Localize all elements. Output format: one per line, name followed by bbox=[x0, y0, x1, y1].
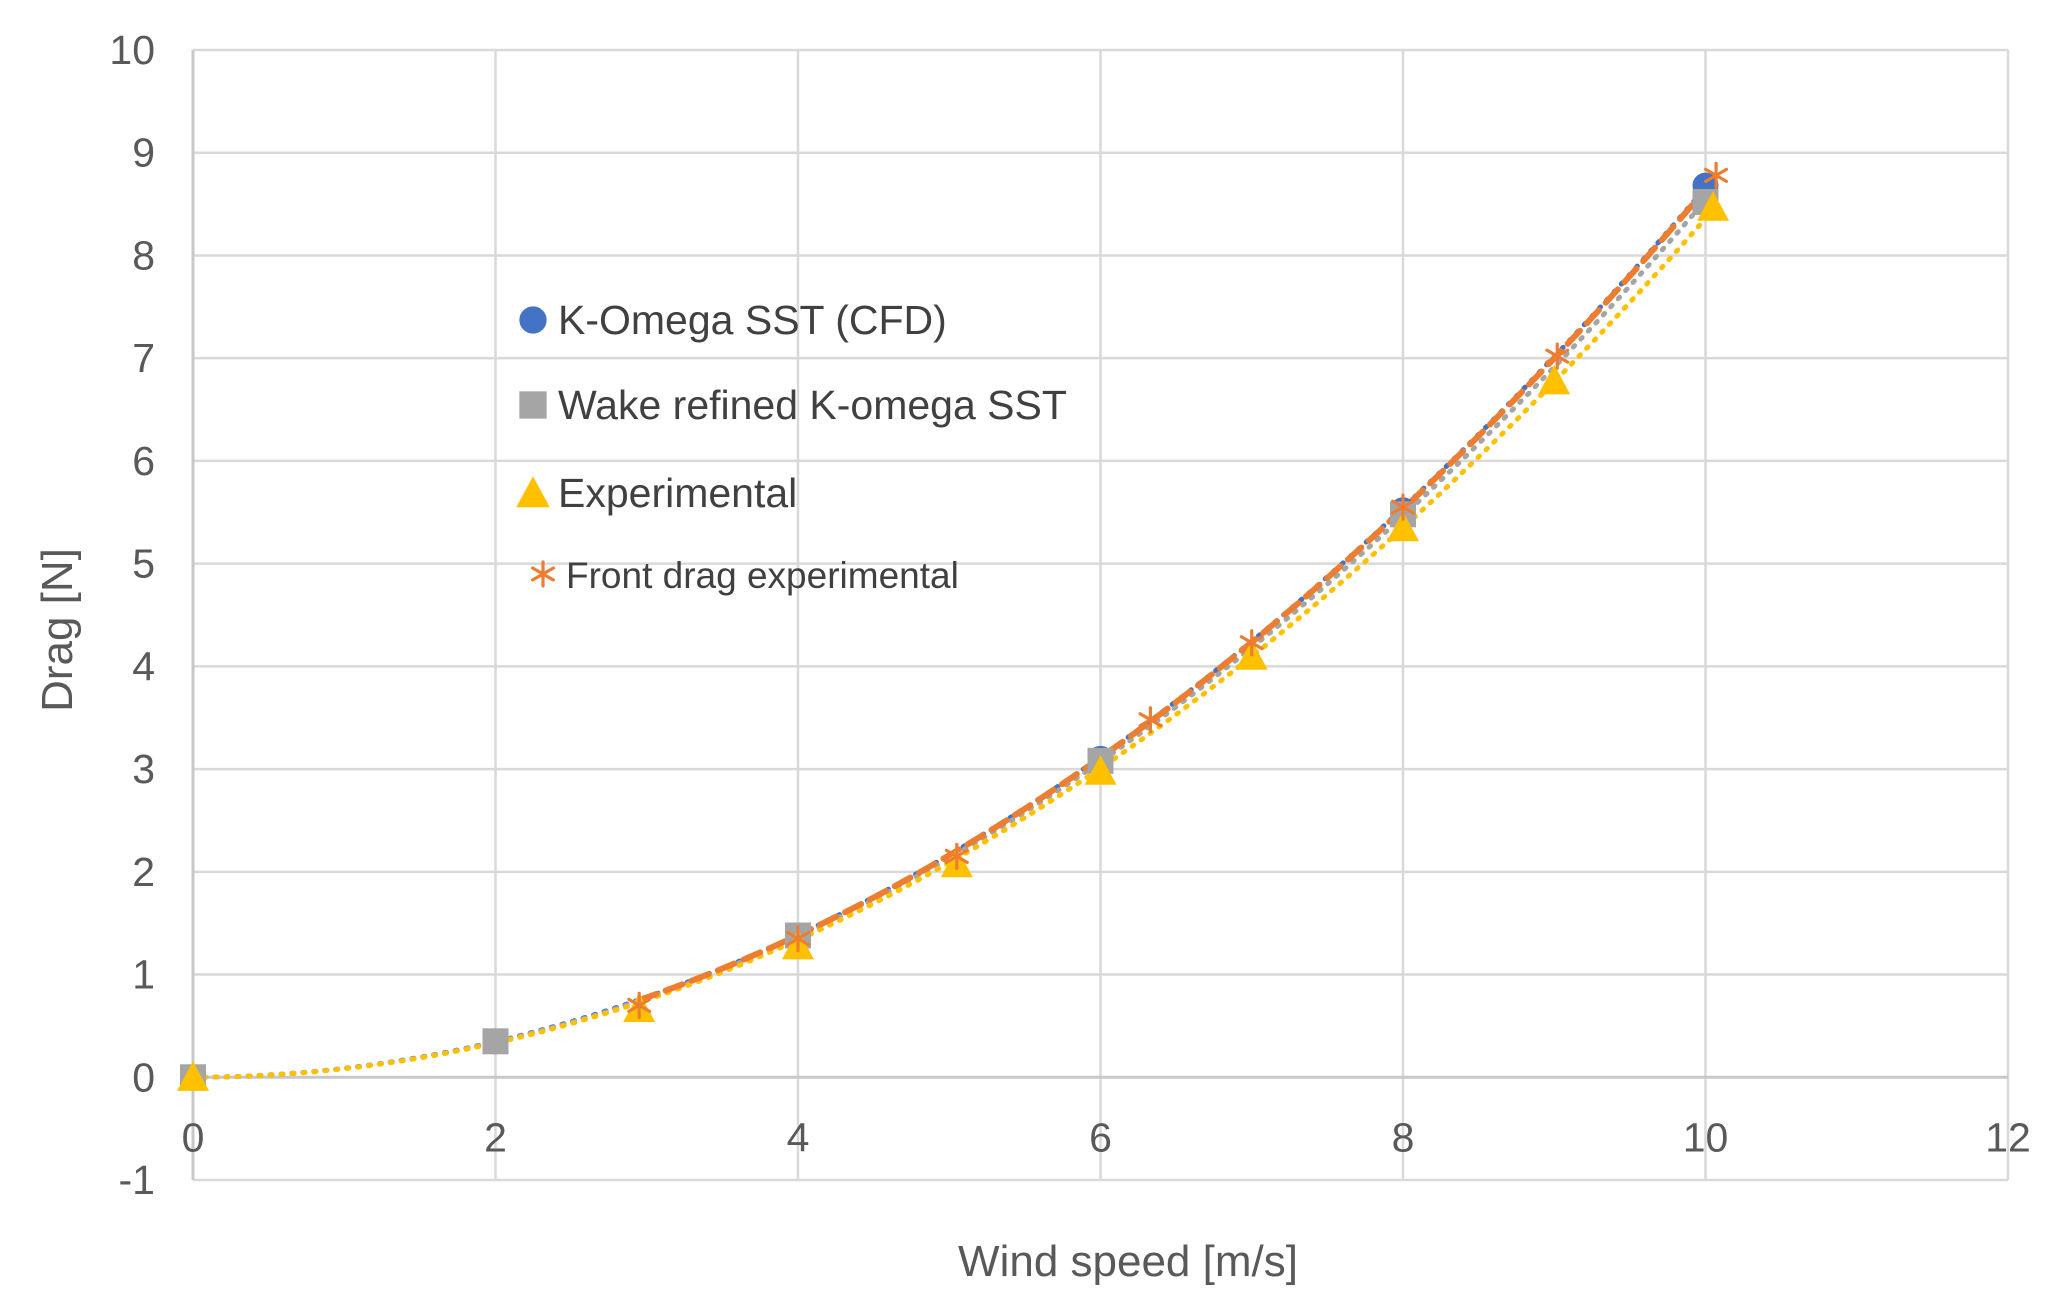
asterisk-stroke bbox=[1138, 712, 1163, 728]
y-tick-label: 0 bbox=[132, 1054, 155, 1100]
legend-label: K-Omega SST (CFD) bbox=[558, 297, 947, 343]
trendline-experimental bbox=[190, 207, 1716, 1080]
marker-front-drag-experimental bbox=[1545, 342, 1570, 370]
legend-label: Wake refined K-omega SST bbox=[558, 382, 1067, 428]
marker-front-drag-experimental bbox=[1704, 161, 1729, 189]
asterisk-stroke bbox=[786, 930, 810, 947]
y-tick-label: 2 bbox=[132, 849, 155, 895]
marker-experimental bbox=[177, 1061, 209, 1091]
x-tick-label: 6 bbox=[1089, 1114, 1112, 1160]
y-tick-label: 6 bbox=[132, 438, 155, 484]
x-tick-label: 2 bbox=[484, 1114, 507, 1160]
y-tick-label: 7 bbox=[132, 335, 155, 381]
legend-label: Experimental bbox=[558, 470, 797, 516]
trendlines bbox=[190, 174, 1720, 1080]
y-tick-label: 10 bbox=[109, 27, 155, 73]
asterisk-stroke bbox=[1704, 167, 1729, 183]
legend-swatch-front-drag-experimental bbox=[531, 560, 555, 588]
marker-experimental bbox=[1084, 755, 1117, 785]
y-tick-label: 1 bbox=[132, 952, 155, 998]
data-markers bbox=[177, 161, 1730, 1091]
marker-experimental bbox=[1538, 364, 1571, 395]
legend-label: Front drag experimental bbox=[566, 555, 959, 596]
legend-entry-wake-refined-k-omega-sst: Wake refined K-omega SST bbox=[519, 382, 1067, 428]
y-axis-title: Drag [N] bbox=[33, 548, 82, 712]
trendline-wake-refined-k-omega-sst bbox=[190, 197, 1708, 1080]
marker-front-drag-experimental bbox=[1239, 629, 1264, 657]
legend-swatch-k-omega-sst-cfd bbox=[519, 306, 547, 334]
asterisk-stroke bbox=[1391, 499, 1415, 515]
asterisk-stroke bbox=[1545, 348, 1570, 364]
y-tick-label: 9 bbox=[132, 130, 155, 176]
trendline-front-drag-experimental bbox=[636, 174, 1720, 1003]
grid bbox=[191, 48, 2010, 1182]
marker-wake-refined-k-omega-sst bbox=[482, 1028, 509, 1055]
legend-entry-experimental: Experimental bbox=[516, 470, 797, 516]
marker-experimental bbox=[1697, 191, 1730, 221]
legend-entry-front-drag-experimental: Front drag experimental bbox=[531, 555, 959, 596]
legend-swatch-experimental bbox=[516, 476, 550, 508]
y-tick-label: 5 bbox=[132, 541, 155, 587]
marker-experimental bbox=[1387, 511, 1419, 542]
asterisk-stroke bbox=[944, 848, 969, 865]
marker-front-drag-experimental bbox=[944, 842, 969, 871]
marker-front-drag-experimental bbox=[1138, 706, 1163, 734]
trendline-k-omega-sst-cfd bbox=[190, 185, 1708, 1080]
legend-entry-k-omega-sst-cfd: K-Omega SST (CFD) bbox=[519, 297, 947, 343]
y-tick-label: -1 bbox=[119, 1157, 155, 1203]
asterisk-stroke bbox=[627, 997, 652, 1013]
y-tick-label: 3 bbox=[132, 746, 155, 792]
y-tick-label: 8 bbox=[132, 232, 155, 278]
x-axis-title: Wind speed [m/s] bbox=[958, 1237, 1298, 1286]
x-tick-label: 8 bbox=[1392, 1114, 1415, 1160]
marker-front-drag-experimental bbox=[1391, 493, 1415, 521]
y-tick-label: 4 bbox=[132, 643, 155, 689]
marker-front-drag-experimental bbox=[786, 924, 810, 953]
x-tick-label: 10 bbox=[1683, 1114, 1729, 1160]
legend: K-Omega SST (CFD) Wake refined K-omega SS… bbox=[516, 297, 1067, 596]
legend-swatch-wake-refined-k-omega-sst bbox=[519, 391, 547, 419]
marker-front-drag-experimental bbox=[627, 991, 652, 1019]
x-tick-label: 0 bbox=[182, 1114, 205, 1160]
asterisk-stroke bbox=[531, 566, 555, 582]
asterisk-stroke bbox=[1239, 635, 1264, 651]
x-tick-label: 4 bbox=[787, 1114, 810, 1160]
x-tick-label: 12 bbox=[1985, 1114, 2031, 1160]
